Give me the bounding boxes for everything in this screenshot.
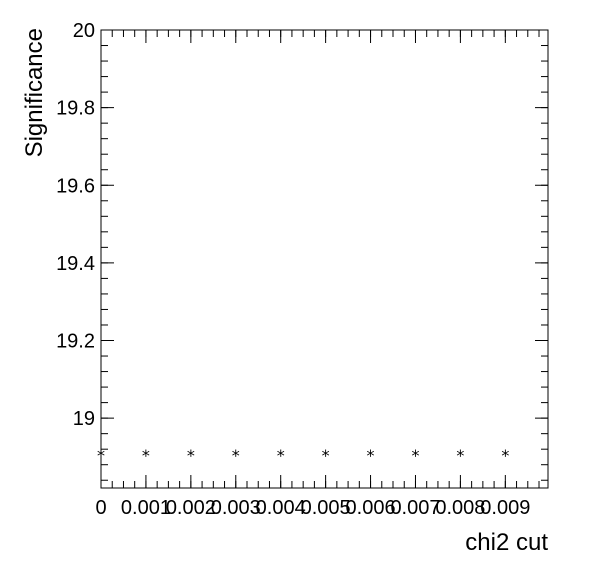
y-tick-label: 19.2 [56,331,95,353]
data-point: * [97,446,105,465]
x-tick-label: 0.002 [166,497,216,519]
y-tick-label: 19.4 [56,253,95,275]
plot-frame [100,29,549,489]
data-point: * [187,446,195,465]
x-tick-label: 0.006 [346,497,396,519]
x-tick-label: 0.005 [301,497,351,519]
data-point: * [232,446,240,465]
data-point: * [456,446,464,465]
x-tick-label: 0.003 [211,497,261,519]
y-tick-label: 19 [73,408,95,430]
data-point: * [142,446,150,465]
x-tick-label: 0.001 [121,497,171,519]
x-axis-title: chi2 cut [465,529,548,556]
y-tick-label: 19.6 [56,175,95,197]
data-point: * [411,446,419,465]
y-tick-label: 19.8 [56,98,95,120]
data-point: * [367,446,375,465]
y-axis-title: Significance [21,28,48,157]
x-tick-label: 0.008 [435,497,485,519]
axis-ticks [100,29,548,488]
x-tick-label: 0.007 [390,497,440,519]
x-tick-label: 0.009 [480,497,530,519]
x-tick-labels: 0 0.0010.0020.0030.0040.0050.0060.0070.00… [95,497,530,519]
y-tick-labels: 19 19.2 19.4 19.6 19.8 20 [56,20,95,430]
data-points: * * * * * * * * * * [97,446,509,465]
x-tick-label: 0.004 [256,497,306,519]
x-tick-label: 0 [95,497,106,519]
y-tick-label: 20 [73,20,95,42]
data-point: * [277,446,285,465]
data-point: * [501,446,509,465]
data-point: * [322,446,330,465]
